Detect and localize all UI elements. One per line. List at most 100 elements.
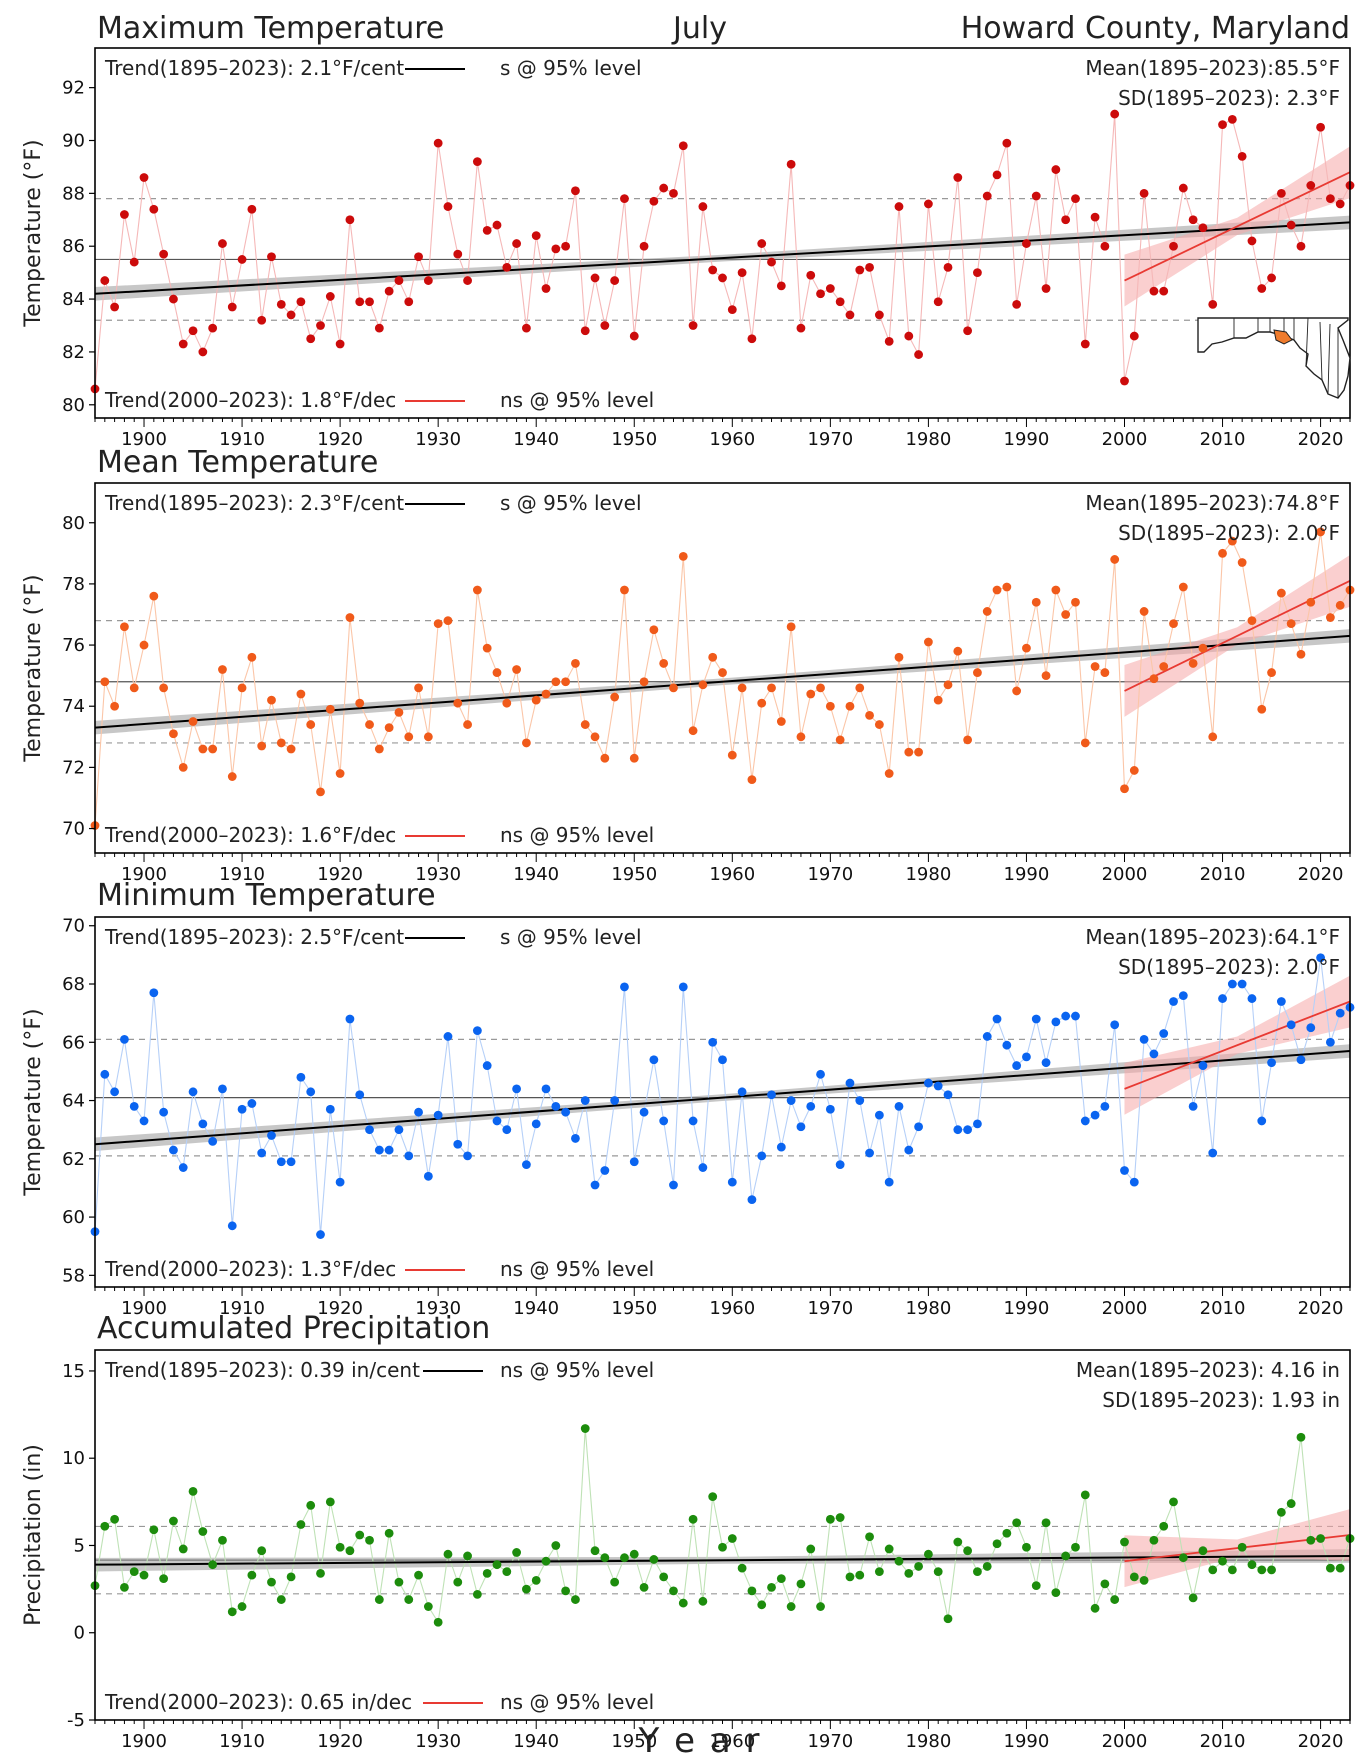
data-point	[1071, 194, 1080, 204]
data-point	[1129, 1572, 1139, 1582]
data-point	[1169, 619, 1178, 629]
data-point	[973, 1567, 982, 1577]
data-point	[139, 1116, 149, 1126]
x-tick-label: 1950	[611, 1731, 657, 1752]
data-point	[914, 1562, 923, 1571]
x-tick-label: 1960	[709, 1298, 755, 1319]
data-point	[1227, 114, 1237, 124]
panel-title-minimum-temperature: Minimum Temperature	[97, 878, 436, 913]
data-point	[953, 173, 963, 182]
data-point	[139, 1570, 149, 1580]
data-point	[806, 1101, 816, 1111]
x-tick-label: 1920	[317, 1731, 363, 1752]
data-point	[1129, 766, 1139, 775]
data-point	[884, 336, 894, 346]
x-tick-label: 1960	[709, 429, 755, 450]
data-point	[316, 1230, 325, 1239]
y-tick-label: 78	[62, 574, 85, 595]
data-point	[237, 1602, 247, 1611]
data-point	[953, 1537, 963, 1547]
x-tick-label: 1950	[611, 1298, 657, 1319]
x-tick-label: 1940	[513, 1731, 559, 1752]
data-point	[394, 1125, 404, 1135]
data-point	[982, 607, 992, 616]
data-point	[1120, 784, 1129, 794]
sd-label: SD(1895–2023): 1.93 in	[1102, 1388, 1340, 1412]
data-point	[678, 141, 688, 151]
data-point	[316, 1568, 325, 1578]
x-tick-label: 1940	[513, 864, 559, 885]
data-point	[933, 1567, 943, 1577]
data-point	[325, 704, 335, 714]
data-point	[620, 982, 629, 992]
data-point	[227, 1607, 237, 1617]
data-point	[129, 683, 139, 693]
data-point	[247, 652, 257, 662]
data-point	[286, 744, 296, 754]
data-point	[1022, 1052, 1031, 1062]
data-point	[1267, 273, 1276, 283]
data-point	[874, 1110, 884, 1120]
data-point	[1041, 1518, 1051, 1528]
data-point	[718, 1542, 727, 1552]
x-tick-label: 1910	[219, 1731, 265, 1752]
data-point	[649, 1555, 659, 1564]
data-point	[1335, 199, 1345, 209]
data-point	[365, 1535, 374, 1545]
data-point	[825, 284, 835, 293]
x-tick-label: 1980	[905, 864, 951, 885]
data-point	[708, 652, 718, 662]
data-point	[816, 1602, 825, 1611]
data-point	[571, 659, 580, 668]
trend-long-label: Trend(1895–2023): 0.39 in/cent	[104, 1358, 420, 1382]
data-point	[1218, 1556, 1227, 1566]
data-point	[1169, 241, 1178, 251]
data-point	[110, 302, 120, 312]
data-point	[914, 350, 923, 359]
data-point	[767, 1582, 776, 1592]
data-point	[865, 262, 874, 272]
data-point	[208, 323, 218, 333]
data-point	[1080, 339, 1090, 349]
data-point	[1198, 1546, 1208, 1556]
data-point	[629, 753, 639, 763]
data-point	[1061, 1551, 1071, 1561]
data-point	[571, 186, 580, 196]
x-tick-label: 1970	[807, 1731, 853, 1752]
data-point	[100, 276, 110, 285]
data-point	[1090, 1110, 1100, 1120]
data-point	[531, 1575, 541, 1585]
data-point	[1110, 1020, 1120, 1030]
data-point	[149, 988, 159, 998]
data-point	[1110, 555, 1120, 564]
data-point	[1169, 997, 1178, 1006]
data-point	[463, 720, 472, 729]
data-point	[159, 249, 169, 259]
data-point	[953, 646, 963, 656]
data-point	[1022, 643, 1031, 653]
x-tick-label: 2020	[1298, 1731, 1344, 1752]
data-point	[1208, 732, 1218, 742]
x-tick-label: 1930	[415, 1298, 461, 1319]
data-point	[110, 701, 120, 711]
trend-long-significance: s @ 95% level	[500, 925, 642, 949]
data-point	[757, 698, 767, 708]
y-tick-label: 72	[62, 757, 85, 778]
data-point	[639, 677, 649, 687]
data-point	[482, 225, 492, 235]
data-point	[1335, 1563, 1345, 1573]
chart-panel-2: 70 72 74 76 78 80 1900 1910 1920 1930 1940 1950 1960…	[21, 482, 1355, 885]
data-point	[316, 321, 325, 330]
data-point	[1316, 122, 1325, 132]
data-point	[169, 1145, 178, 1155]
y-tick-label: 80	[62, 395, 85, 416]
data-point	[600, 1553, 610, 1563]
data-point	[1267, 1058, 1276, 1068]
y-tick-label: 80	[62, 513, 85, 534]
trend-long-significance: s @ 95% level	[500, 56, 642, 80]
data-point	[669, 188, 678, 198]
data-point	[757, 1151, 767, 1161]
trend-recent-label: Trend(2000–2023): 1.3°F/dec	[104, 1257, 396, 1281]
data-point	[923, 199, 933, 209]
data-point	[561, 1107, 571, 1117]
